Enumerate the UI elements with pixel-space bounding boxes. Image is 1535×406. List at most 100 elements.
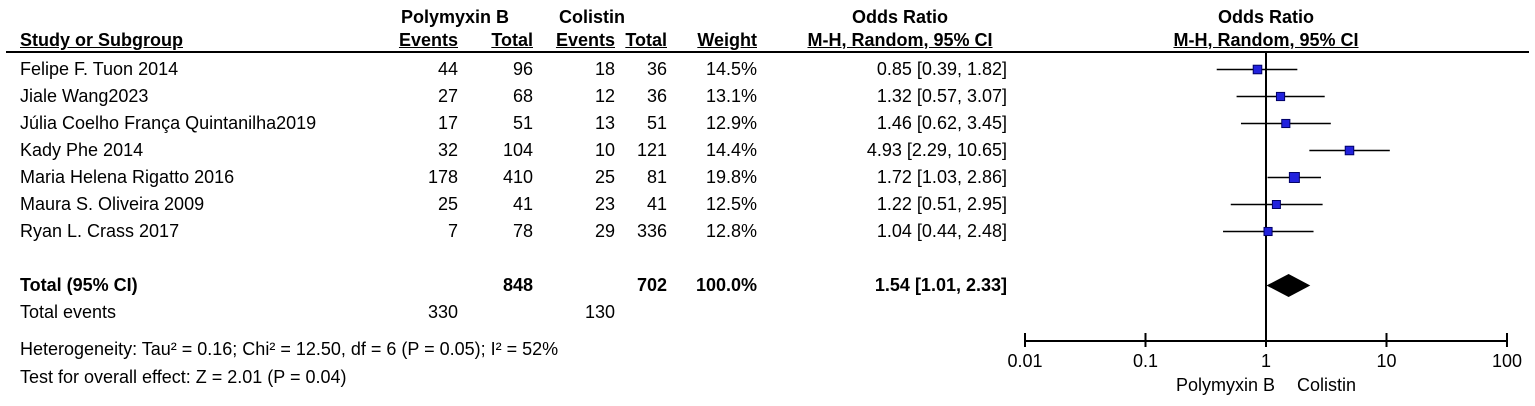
study-row-study: Júlia Coelho França Quintanilha2019 [20, 113, 317, 133]
axis-tick-label: 0.1 [1132, 351, 1159, 371]
study-row-weight: 19.8% [705, 167, 757, 187]
total-events-row-c-events: 130 [584, 302, 615, 322]
study-row-pb-events: 7 [447, 221, 458, 241]
study-row-c-total: 336 [636, 221, 667, 241]
effect-square [1263, 226, 1273, 237]
study-row-c-total: 81 [646, 167, 667, 187]
favours-right-label: Colistin [1297, 375, 1357, 395]
study-row-weight: 12.8% [705, 221, 757, 241]
column-header-pb-events: Events [398, 30, 458, 50]
effect-square [1275, 91, 1286, 102]
study-row-or-ci: 1.46 [0.62, 3.45] [876, 113, 1007, 133]
or-column-title: Odds Ratio [851, 7, 948, 27]
total-events-row-study: Total events [20, 302, 117, 322]
study-row-c-total: 41 [646, 194, 667, 214]
study-row-c-total: 36 [646, 59, 667, 79]
effect-square [1271, 200, 1281, 209]
study-row: Kady Phe 2014 32 104 10 121 14.4% 4.93 [2.29, … [0, 137, 1010, 164]
study-row-pb-total: 51 [512, 113, 533, 133]
column-header-colistin-total: Total [625, 30, 667, 50]
study-row-study: Maura S. Oliveira 2009 [20, 194, 205, 214]
study-row-study: Jiale Wang2023 [20, 86, 149, 106]
effect-square [1288, 172, 1300, 183]
header-rule [6, 51, 1529, 53]
study-row-c-events: 12 [594, 86, 615, 106]
axis-tick-label: 100 [1491, 351, 1523, 371]
column-header-colistin-events: Events [555, 30, 615, 50]
axis-tick-label: 10 [1376, 351, 1397, 371]
effect-square [1344, 145, 1355, 156]
study-row-pb-total: 78 [512, 221, 533, 241]
study-row-study: Maria Helena Rigatto 2016 [20, 167, 235, 187]
study-row-c-total: 36 [646, 86, 667, 106]
study-row: Jiale Wang2023 27 68 12 36 13.1% 1.32 [0.57, 3… [0, 83, 1010, 110]
pooled-diamond [1266, 274, 1311, 297]
group-header-polymyxin: Polymyxin B [400, 7, 510, 27]
total-row-pb-total: 848 [502, 275, 533, 295]
column-header-weight: Weight [697, 30, 757, 50]
effect-square [1252, 64, 1263, 75]
study-row-c-total: 51 [646, 113, 667, 133]
column-header-pb-total: Total [491, 30, 533, 50]
plot-header-or-ci: M-H, Random, 95% CI [1173, 30, 1359, 50]
column-header-or-ci: M-H, Random, 95% CI [807, 30, 993, 50]
study-row-pb-total: 104 [502, 140, 533, 160]
study-row: Felipe F. Tuon 2014 44 96 18 36 14.5% 0.85 [0.… [0, 56, 1010, 83]
study-row-pb-events: 27 [437, 86, 458, 106]
study-row-c-events: 18 [594, 59, 615, 79]
study-row-or-ci: 1.04 [0.44, 2.48] [876, 221, 1007, 241]
column-header-study: Study or Subgroup [20, 30, 183, 50]
total-events-row: Total events 330 130 [0, 299, 1010, 326]
study-row-study: Ryan L. Crass 2017 [20, 221, 180, 241]
plot-title: Odds Ratio [1217, 7, 1314, 27]
effect-square [1281, 118, 1291, 129]
study-row-weight: 14.4% [705, 140, 757, 160]
axis-tick-label: 1 [1260, 351, 1271, 371]
overall-effect-stats: Test for overall effect: Z = 2.01 (P = 0… [20, 367, 347, 387]
study-row: Maura S. Oliveira 2009 25 41 23 41 12.5% 1.22 … [0, 191, 1010, 218]
study-row-c-events: 13 [594, 113, 615, 133]
study-row-c-events: 29 [594, 221, 615, 241]
study-row-c-events: 10 [594, 140, 615, 160]
study-row-pb-events: 32 [437, 140, 458, 160]
study-row-c-total: 121 [636, 140, 667, 160]
study-row-or-ci: 1.32 [0.57, 3.07] [876, 86, 1007, 106]
group-header-colistin: Colistin [559, 7, 625, 27]
study-row-pb-total: 96 [512, 59, 533, 79]
study-row-or-ci: 4.93 [2.29, 10.65] [866, 140, 1007, 160]
study-row-weight: 12.9% [705, 113, 757, 133]
axis-footer: Polymyxin B Colistin [1026, 374, 1506, 396]
study-row: Maria Helena Rigatto 2016 178 410 25 81 19.8%… [0, 164, 1010, 191]
study-row-pb-total: 41 [512, 194, 533, 214]
study-row-c-events: 23 [594, 194, 615, 214]
study-row-study: Kady Phe 2014 [20, 140, 144, 160]
study-row: Júlia Coelho França Quintanilha2019 17 51 1… [0, 110, 1010, 137]
total-row-or-ci: 1.54 [1.01, 2.33] [874, 275, 1007, 295]
study-row-study: Felipe F. Tuon 2014 [20, 59, 179, 79]
heterogeneity-stats: Heterogeneity: Tau² = 0.16; Chi² = 12.50… [20, 339, 559, 359]
favours-left-label: Polymyxin B [1175, 375, 1275, 395]
total-row: Total (95% CI) 848 702 100.0% 1.54 [1.01, 2.… [0, 272, 1010, 299]
study-row-pb-events: 17 [437, 113, 458, 133]
total-row-weight: 100.0% [695, 275, 757, 295]
study-row-pb-total: 410 [502, 167, 533, 187]
study-row-pb-events: 44 [437, 59, 458, 79]
total-row-study: Total (95% CI) [20, 275, 138, 295]
total-row-c-total: 702 [636, 275, 667, 295]
total-events-row-pb-events: 330 [427, 302, 458, 322]
study-row-or-ci: 0.85 [0.39, 1.82] [876, 59, 1007, 79]
study-row-weight: 13.1% [705, 86, 757, 106]
study-row-or-ci: 1.72 [1.03, 2.86] [876, 167, 1007, 187]
study-table: Felipe F. Tuon 2014 44 96 18 36 14.5% 0.85 [0.… [0, 56, 1010, 326]
study-row-weight: 12.5% [705, 194, 757, 214]
study-row-or-ci: 1.22 [0.51, 2.95] [876, 194, 1007, 214]
study-row: Ryan L. Crass 2017 7 78 29 336 12.8% 1.04 [0.4… [0, 218, 1010, 245]
study-row-pb-total: 68 [512, 86, 533, 106]
axis-tick-label: 0.01 [1007, 351, 1043, 371]
study-row-pb-events: 178 [427, 167, 458, 187]
study-row-weight: 14.5% [705, 59, 757, 79]
study-row-pb-events: 25 [437, 194, 458, 214]
study-row-c-events: 25 [594, 167, 615, 187]
